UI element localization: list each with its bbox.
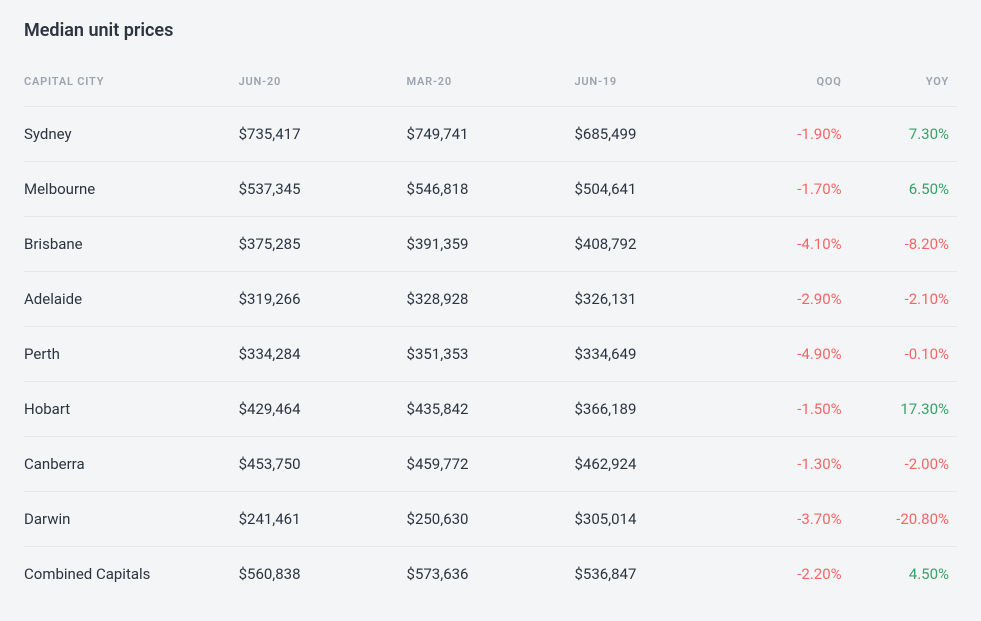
cell-mar20: $749,741: [407, 107, 575, 162]
col-header-jun19: JUN-19: [574, 65, 742, 107]
unit-prices-table: CAPITAL CITY JUN-20 MAR-20 JUN-19 QOQ YO…: [24, 65, 957, 601]
cell-city: Hobart: [24, 382, 239, 437]
table-row: Darwin$241,461$250,630$305,014-3.70%-20.…: [24, 492, 957, 547]
cell-qoq: -1.90%: [742, 107, 849, 162]
cell-yoy: 17.30%: [850, 382, 957, 437]
table-row: Melbourne$537,345$546,818$504,641-1.70%6…: [24, 162, 957, 217]
cell-city: Melbourne: [24, 162, 239, 217]
table-row: Canberra$453,750$459,772$462,924-1.30%-2…: [24, 437, 957, 492]
cell-qoq: -2.90%: [742, 272, 849, 327]
cell-yoy: 4.50%: [850, 547, 957, 602]
cell-yoy: -2.00%: [850, 437, 957, 492]
table-row: Perth$334,284$351,353$334,649-4.90%-0.10…: [24, 327, 957, 382]
table-row: Combined Capitals$560,838$573,636$536,84…: [24, 547, 957, 602]
cell-qoq: -4.10%: [742, 217, 849, 272]
cell-mar20: $573,636: [407, 547, 575, 602]
cell-jun19: $536,847: [574, 547, 742, 602]
col-header-mar20: MAR-20: [407, 65, 575, 107]
table-row: Hobart$429,464$435,842$366,189-1.50%17.3…: [24, 382, 957, 437]
col-header-jun20: JUN-20: [239, 65, 407, 107]
cell-jun19: $685,499: [574, 107, 742, 162]
table-row: Adelaide$319,266$328,928$326,131-2.90%-2…: [24, 272, 957, 327]
cell-qoq: -3.70%: [742, 492, 849, 547]
cell-city: Sydney: [24, 107, 239, 162]
cell-qoq: -4.90%: [742, 327, 849, 382]
cell-city: Perth: [24, 327, 239, 382]
cell-yoy: -2.10%: [850, 272, 957, 327]
col-header-qoq: QOQ: [742, 65, 849, 107]
cell-city: Canberra: [24, 437, 239, 492]
cell-yoy: 6.50%: [850, 162, 957, 217]
cell-jun20: $537,345: [239, 162, 407, 217]
cell-jun19: $326,131: [574, 272, 742, 327]
cell-jun19: $462,924: [574, 437, 742, 492]
cell-yoy: 7.30%: [850, 107, 957, 162]
cell-jun20: $453,750: [239, 437, 407, 492]
cell-jun20: $375,285: [239, 217, 407, 272]
cell-jun20: $429,464: [239, 382, 407, 437]
cell-city: Adelaide: [24, 272, 239, 327]
cell-mar20: $351,353: [407, 327, 575, 382]
page-title: Median unit prices: [24, 20, 957, 41]
cell-city: Darwin: [24, 492, 239, 547]
cell-mar20: $250,630: [407, 492, 575, 547]
cell-qoq: -1.30%: [742, 437, 849, 492]
cell-jun19: $334,649: [574, 327, 742, 382]
cell-jun19: $366,189: [574, 382, 742, 437]
col-header-city: CAPITAL CITY: [24, 65, 239, 107]
table-row: Brisbane$375,285$391,359$408,792-4.10%-8…: [24, 217, 957, 272]
cell-mar20: $435,842: [407, 382, 575, 437]
cell-qoq: -1.50%: [742, 382, 849, 437]
cell-jun20: $319,266: [239, 272, 407, 327]
cell-mar20: $391,359: [407, 217, 575, 272]
cell-jun19: $408,792: [574, 217, 742, 272]
cell-jun20: $334,284: [239, 327, 407, 382]
cell-jun19: $305,014: [574, 492, 742, 547]
cell-jun20: $241,461: [239, 492, 407, 547]
cell-mar20: $328,928: [407, 272, 575, 327]
cell-yoy: -20.80%: [850, 492, 957, 547]
table-header-row: CAPITAL CITY JUN-20 MAR-20 JUN-19 QOQ YO…: [24, 65, 957, 107]
cell-jun20: $560,838: [239, 547, 407, 602]
cell-qoq: -1.70%: [742, 162, 849, 217]
cell-jun20: $735,417: [239, 107, 407, 162]
cell-city: Brisbane: [24, 217, 239, 272]
cell-jun19: $504,641: [574, 162, 742, 217]
cell-yoy: -0.10%: [850, 327, 957, 382]
cell-mar20: $459,772: [407, 437, 575, 492]
col-header-yoy: YOY: [850, 65, 957, 107]
cell-qoq: -2.20%: [742, 547, 849, 602]
table-row: Sydney$735,417$749,741$685,499-1.90%7.30…: [24, 107, 957, 162]
cell-city: Combined Capitals: [24, 547, 239, 602]
cell-yoy: -8.20%: [850, 217, 957, 272]
cell-mar20: $546,818: [407, 162, 575, 217]
